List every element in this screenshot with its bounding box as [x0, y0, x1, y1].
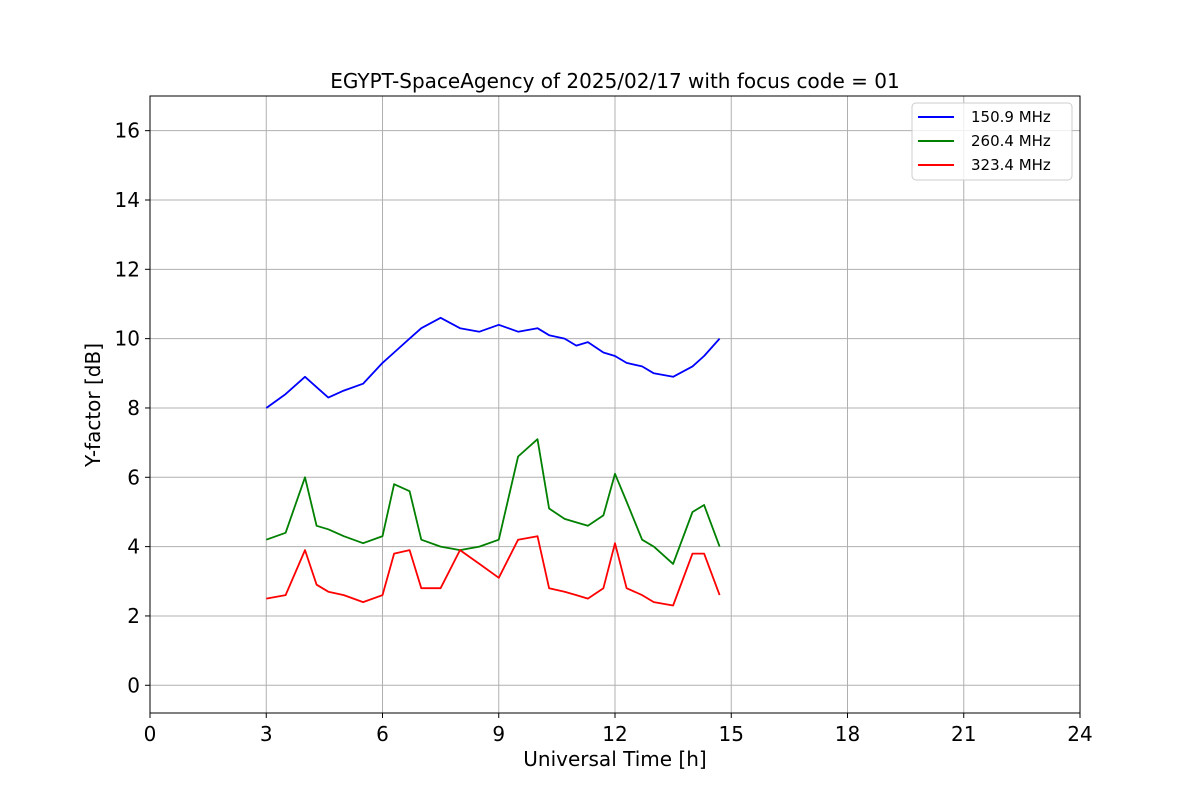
series-line-2 [266, 535, 721, 607]
legend-label: 150.9 MHz [971, 108, 1051, 126]
y-axis: 0 2 4 6 8 10 12 14 16 [115, 119, 150, 697]
y-tick-label: 6 [127, 465, 140, 489]
x-tick-label: 15 [719, 722, 744, 746]
x-tick-label: 3 [260, 722, 273, 746]
x-axis-label: Universal Time [h] [523, 747, 706, 771]
y-tick-label: 14 [115, 188, 140, 212]
x-tick-label: 21 [951, 722, 976, 746]
y-tick-label: 8 [127, 396, 140, 420]
series-line-1 [265, 438, 721, 565]
x-tick-label: 12 [602, 722, 627, 746]
y-tick-label: 12 [115, 257, 140, 281]
y-tick-label: 4 [127, 535, 140, 559]
chart-title: EGYPT-SpaceAgency of 2025/02/17 with foc… [330, 69, 899, 93]
y-tick-label: 2 [127, 604, 140, 628]
legend-label: 323.4 MHz [971, 156, 1051, 174]
x-tick-label: 6 [376, 722, 389, 746]
series-line-0 [265, 316, 721, 409]
grid [149, 96, 1081, 713]
x-axis: 0 3 6 9 12 15 18 21 24 [144, 713, 1093, 746]
y-tick-label: 0 [127, 673, 140, 697]
legend-box [911, 102, 1073, 181]
x-tick-label: 18 [835, 722, 860, 746]
y-tick-label: 10 [115, 327, 140, 351]
legend: 150.9 MHz 260.4 MHz 323.4 MHz [911, 102, 1073, 181]
x-tick-label: 9 [492, 722, 505, 746]
legend-label: 260.4 MHz [971, 132, 1051, 150]
y-axis-label: Y-factor [dB] [81, 343, 105, 468]
plot-series [265, 316, 721, 607]
x-tick-label: 0 [144, 722, 157, 746]
x-tick-label: 24 [1067, 722, 1092, 746]
y-tick-label: 16 [115, 119, 140, 143]
